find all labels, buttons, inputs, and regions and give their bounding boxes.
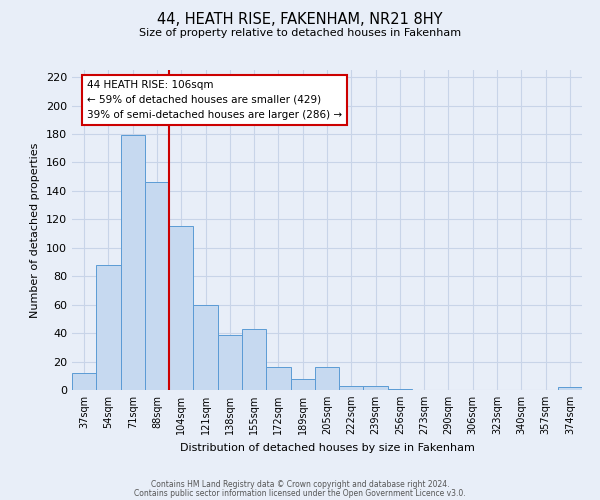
Bar — [388, 388, 412, 390]
Text: 44 HEATH RISE: 106sqm
← 59% of detached houses are smaller (429)
39% of semi-det: 44 HEATH RISE: 106sqm ← 59% of detached … — [87, 80, 342, 120]
Text: Size of property relative to detached houses in Fakenham: Size of property relative to detached ho… — [139, 28, 461, 38]
Bar — [121, 136, 145, 390]
Bar — [558, 387, 582, 390]
Bar — [145, 182, 169, 390]
Bar — [339, 386, 364, 390]
Bar — [290, 378, 315, 390]
X-axis label: Distribution of detached houses by size in Fakenham: Distribution of detached houses by size … — [179, 442, 475, 452]
Bar — [364, 386, 388, 390]
Bar — [266, 367, 290, 390]
Bar — [72, 373, 96, 390]
Bar — [96, 265, 121, 390]
Bar — [193, 304, 218, 390]
Y-axis label: Number of detached properties: Number of detached properties — [31, 142, 40, 318]
Bar — [218, 334, 242, 390]
Text: 44, HEATH RISE, FAKENHAM, NR21 8HY: 44, HEATH RISE, FAKENHAM, NR21 8HY — [157, 12, 443, 28]
Bar — [315, 367, 339, 390]
Bar — [169, 226, 193, 390]
Bar — [242, 329, 266, 390]
Text: Contains public sector information licensed under the Open Government Licence v3: Contains public sector information licen… — [134, 488, 466, 498]
Text: Contains HM Land Registry data © Crown copyright and database right 2024.: Contains HM Land Registry data © Crown c… — [151, 480, 449, 489]
